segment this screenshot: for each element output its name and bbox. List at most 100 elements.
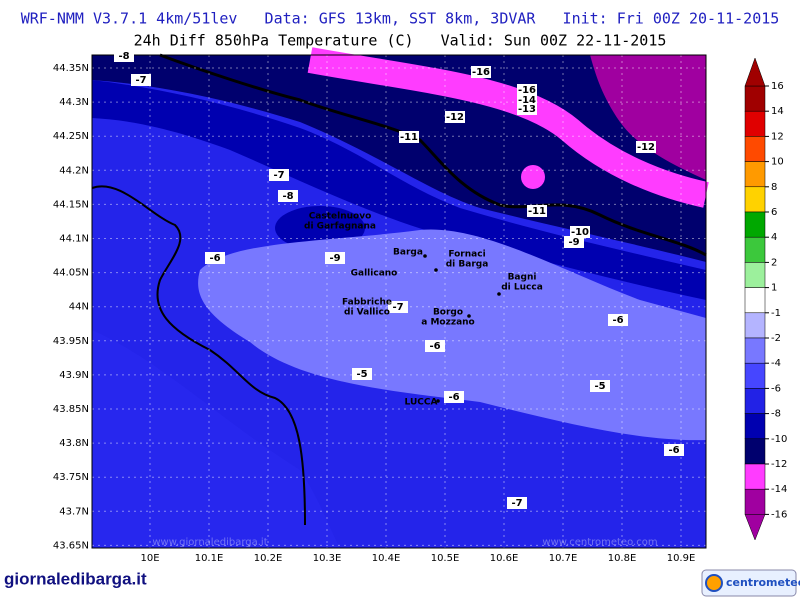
lat-label: 44.2N: [59, 165, 89, 176]
contour-label-bg: [352, 368, 372, 380]
contour-label-bg: [399, 131, 419, 143]
colorbar-label: -8: [771, 409, 781, 420]
lon-label: 10.6E: [490, 553, 519, 564]
contour-label-bg: [517, 84, 537, 96]
lat-label: 44.05N: [53, 268, 89, 279]
place-dot: [423, 254, 427, 258]
place-name: Fabbriche: [342, 298, 392, 308]
lon-label: 10.8E: [608, 553, 637, 564]
contour-label: -12: [637, 142, 655, 153]
lat-label: 43.75N: [53, 472, 89, 483]
contour-label: -11: [528, 206, 546, 217]
contour-label-bg: [278, 190, 298, 202]
colorbar-cell: [744, 287, 766, 314]
coldest-region: [590, 55, 706, 180]
mild-band: [198, 229, 706, 441]
contour-label: -6: [429, 341, 440, 352]
map-frame: [91, 54, 707, 549]
contour-label: -7: [392, 302, 403, 313]
lat-label: 44.35N: [53, 63, 89, 74]
lat-label: 44.15N: [53, 199, 89, 210]
colorbar-cell: [744, 211, 766, 238]
contour-label: -12: [446, 112, 464, 123]
cold-spot: [521, 165, 545, 189]
lat-label: 43.7N: [59, 506, 89, 517]
place-name: Bagni: [508, 273, 537, 283]
contour-label-bg: [636, 141, 656, 153]
colorbar-cell: [744, 186, 766, 213]
colorbar-cell: [744, 413, 766, 440]
contour-label: -9: [568, 237, 579, 248]
place-name: Barga: [393, 248, 423, 258]
contour-label-bg: [425, 340, 445, 352]
place-name: Castelnuovo: [309, 212, 372, 222]
lat-label: 43.65N: [53, 540, 89, 551]
place-dot: [497, 292, 501, 296]
colorbar-cell: [744, 110, 766, 137]
lon-label: 10.9E: [667, 553, 696, 564]
colorbar-cell: [744, 362, 766, 389]
colorbar-label: -16: [771, 509, 787, 520]
contour-label-bg: [471, 66, 491, 78]
place-name: Gallicano: [351, 269, 398, 279]
contour-label: -6: [209, 253, 220, 264]
colorbar-cell: [744, 236, 766, 263]
lat-label: 43.95N: [53, 336, 89, 347]
very-cold-band: [307, 47, 709, 208]
contour-label: -16: [518, 85, 536, 96]
place-dot: [434, 268, 438, 272]
place-name: di Lucca: [501, 283, 543, 293]
lon-label: 10.2E: [254, 553, 283, 564]
left-logo: giornaledibarga.it: [4, 569, 147, 588]
colorbar-cell: [744, 488, 766, 515]
colorbar-label: -6: [771, 383, 781, 394]
colorbar-cell: [744, 388, 766, 414]
place-name: Fornaci: [448, 250, 485, 260]
lon-label: 10.4E: [372, 553, 401, 564]
colorbar-cell: [744, 136, 766, 162]
colorbar-label: 16: [771, 81, 784, 92]
lat-label: 44.25N: [53, 131, 89, 142]
cold-band: [92, 80, 706, 300]
contour-label-bg: [590, 380, 610, 392]
lat-label: 43.8N: [59, 438, 89, 449]
contour-label: -7: [511, 498, 522, 509]
contour-label: -11: [400, 132, 418, 143]
place-name: di Barga: [446, 260, 489, 270]
colorbar-label: 6: [771, 207, 777, 218]
colorbar-label: 8: [771, 182, 777, 193]
contour-label-bg: [131, 74, 151, 86]
header-line: 24h Diff 850hPa Temperature (C) Valid: S…: [134, 32, 667, 50]
contour-label-bg: [517, 103, 537, 115]
contour-label: -10: [571, 227, 589, 238]
contour-label-bg: [507, 497, 527, 509]
contour-label: -8: [282, 191, 293, 202]
place-name: Borgo: [433, 308, 463, 318]
colorbar-cell: [744, 463, 766, 490]
colorbar-label: -2: [771, 333, 781, 344]
colorbar-cell: [744, 262, 766, 288]
logo-icon: [705, 574, 723, 592]
contour-label: -13: [518, 104, 536, 115]
colorbar-label: -14: [771, 484, 787, 495]
place-name: LUCCA: [405, 398, 438, 408]
contour-label-bg: [269, 169, 289, 181]
contour-label: -7: [135, 75, 146, 86]
contour-label-bg: [444, 391, 464, 403]
contour-label-bg: [325, 252, 345, 264]
colorbar-label: -4: [771, 358, 781, 369]
centrometeo-logo: centrometeo: [701, 569, 800, 597]
colorbar-label: 1: [771, 283, 777, 294]
contour-label: -6: [612, 315, 623, 326]
lat-label: 43.9N: [59, 370, 89, 381]
colorbar-cell: [744, 438, 766, 465]
contour-label-bg: [388, 301, 408, 313]
watermark: www.centrometeo.com: [542, 537, 657, 548]
sea: [92, 330, 340, 548]
colorbar-cell: [744, 85, 766, 112]
colorbar-cell: [744, 337, 766, 364]
lon-label: 10.1E: [195, 553, 224, 564]
colorbar-label: -10: [771, 434, 787, 445]
coastline: [91, 185, 306, 526]
